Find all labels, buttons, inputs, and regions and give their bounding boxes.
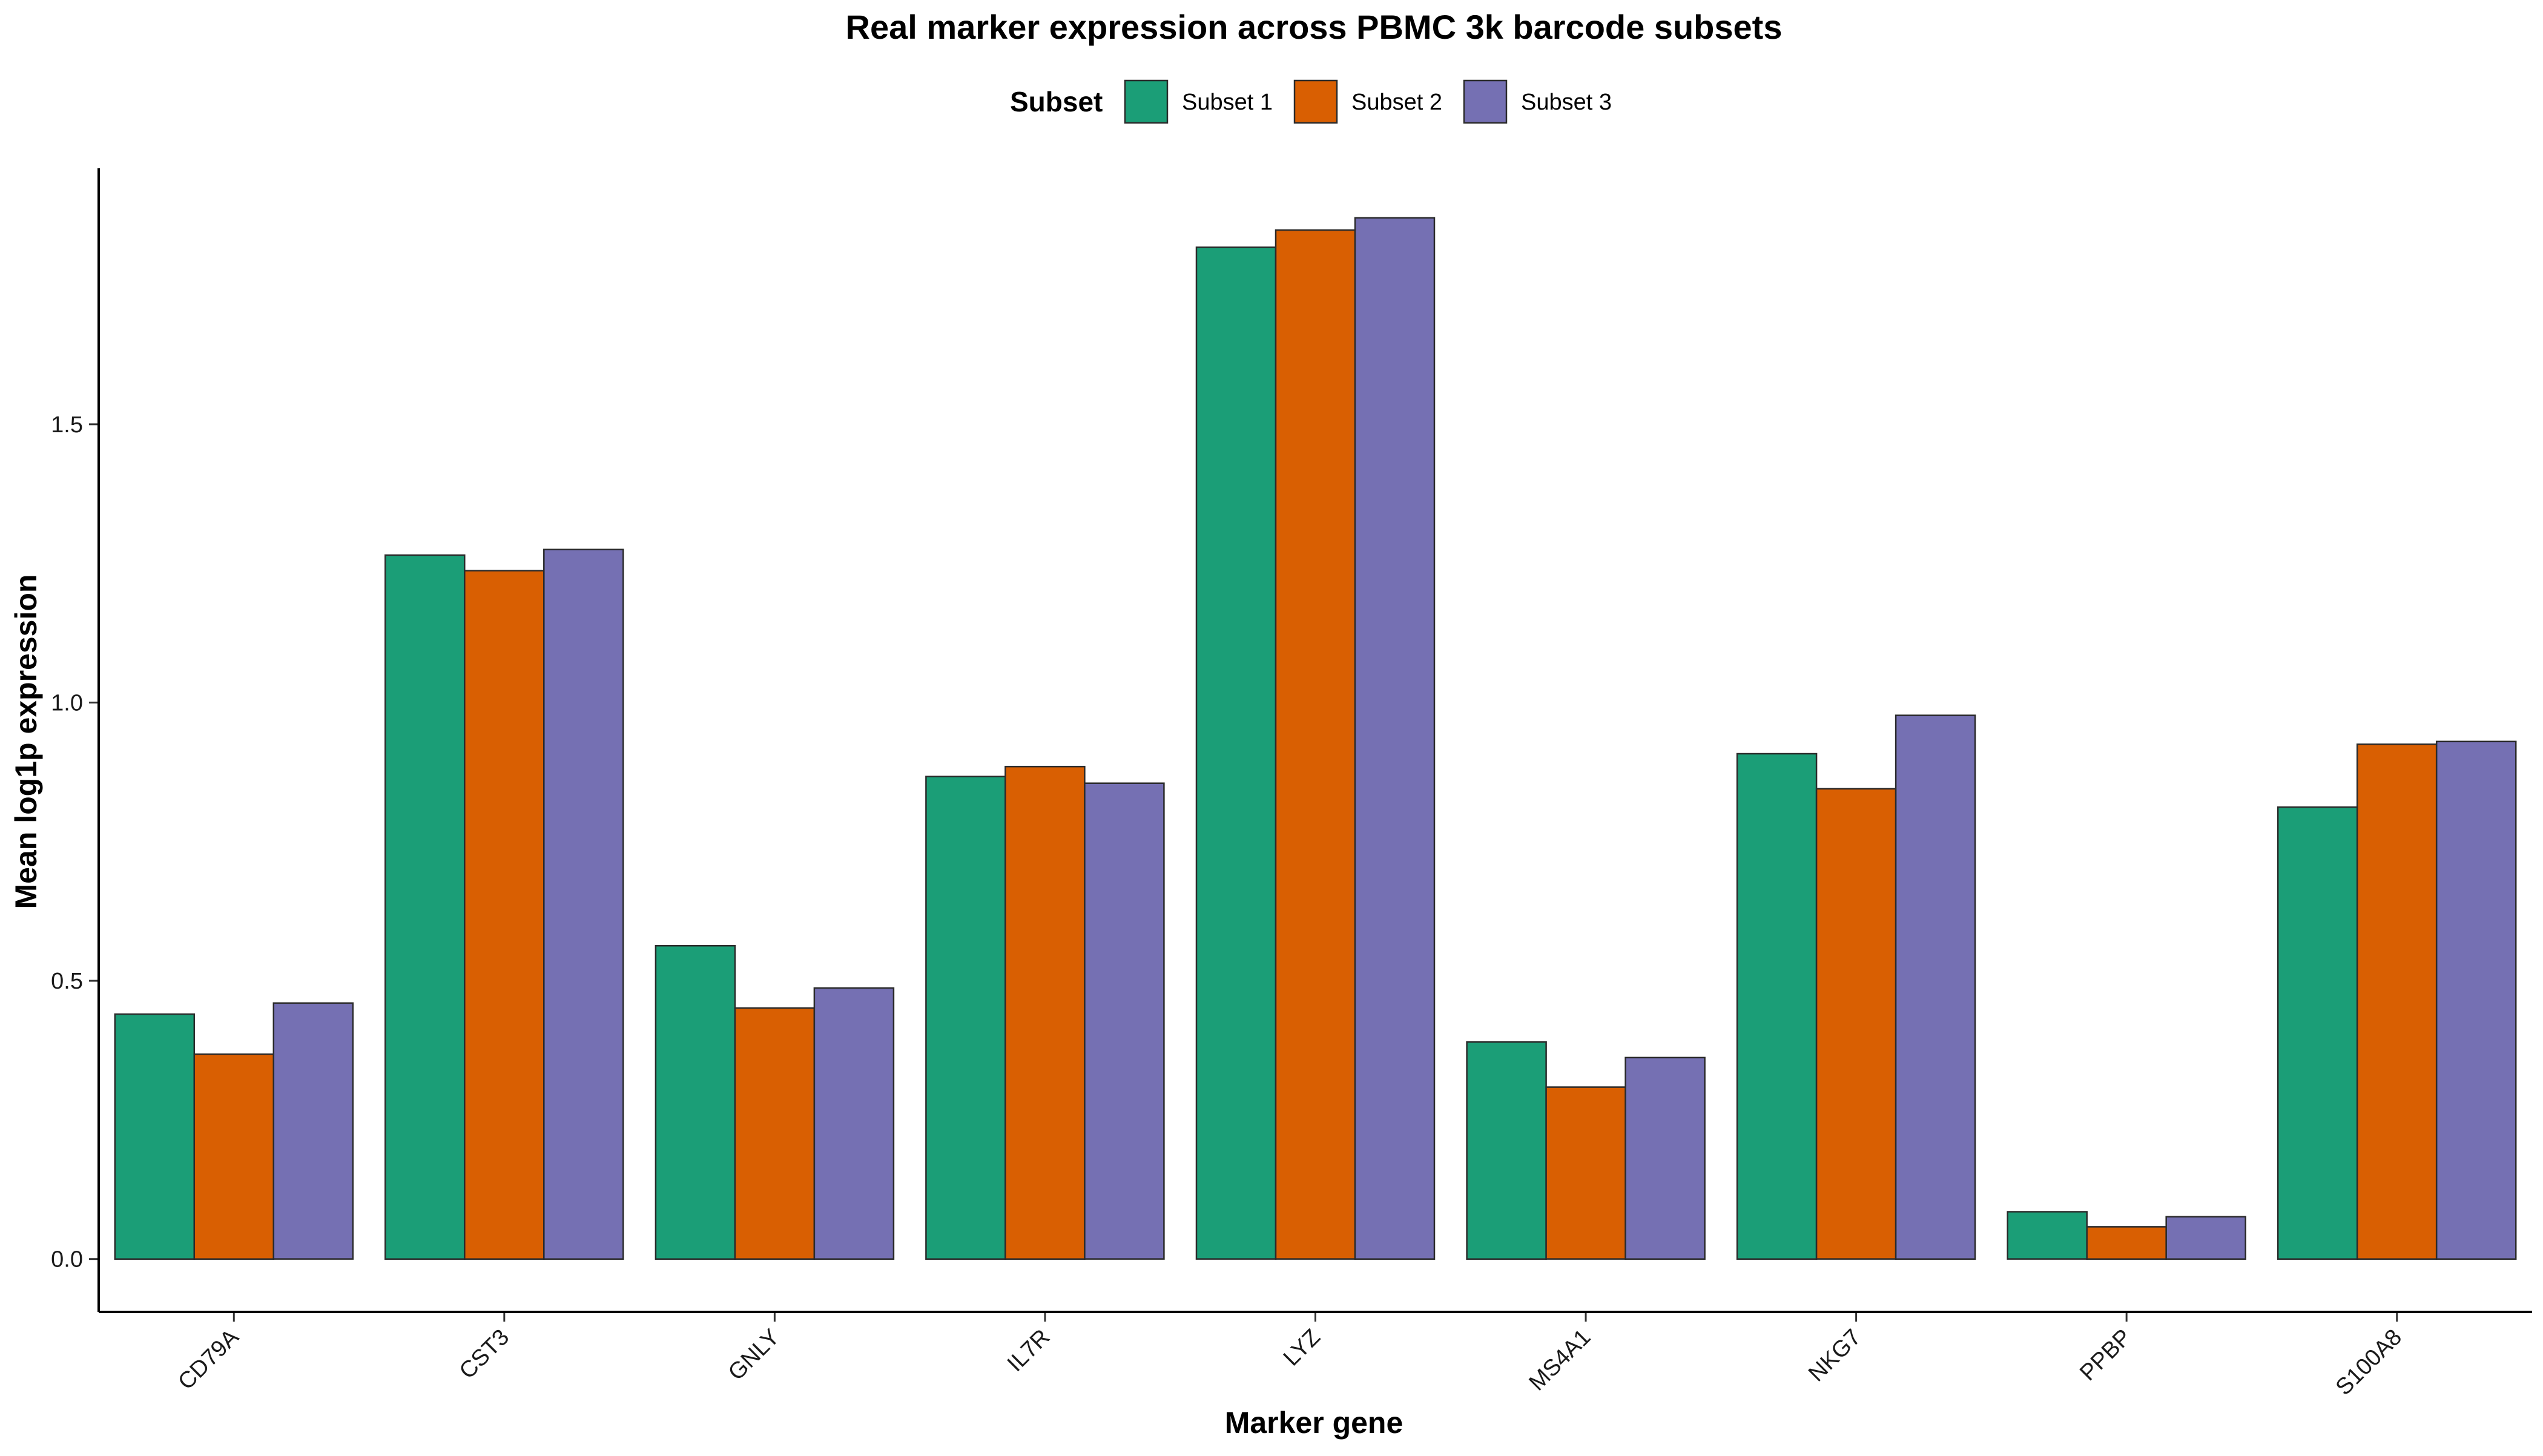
- bar-cst3-subset-2: [464, 570, 545, 1260]
- legend-label-subset-2: Subset 2: [1351, 90, 1442, 115]
- bar-cd79a-subset-2: [193, 1053, 275, 1260]
- y-axis-title: Mean log1p expression: [9, 575, 43, 909]
- bar-lyz-subset-1: [1195, 246, 1277, 1260]
- bar-nkg7-subset-1: [1736, 753, 1818, 1260]
- legend-label-subset-1: Subset 1: [1182, 90, 1273, 115]
- plot-area: CD79A CST3 GNLY IL7R LYZ MS4A1 NKG7 PPBP S100A8 0…: [51, 168, 2532, 1400]
- bar-cd79a-subset-3: [272, 1002, 354, 1260]
- bar-il7r-subset-1: [925, 776, 1006, 1260]
- bar-s100a8-subset-3: [2435, 740, 2517, 1260]
- x-tick-label-ms4a1: MS4A1: [1525, 1325, 1596, 1396]
- y-tick-label-3: 1.5: [51, 412, 83, 438]
- x-tick-label-s100a8: S100A8: [2331, 1325, 2407, 1400]
- bar-ppbp-subset-3: [2165, 1216, 2246, 1260]
- bar-ms4a1-subset-3: [1624, 1056, 1706, 1260]
- x-tick-label-ppbp: PPBP: [2075, 1325, 2136, 1386]
- bar-gnly-subset-3: [813, 987, 895, 1260]
- legend-key-subset-3: [1463, 79, 1508, 124]
- bar-cst3-subset-3: [543, 548, 624, 1260]
- bar-ms4a1-subset-2: [1545, 1086, 1626, 1260]
- bar-cd79a-subset-1: [114, 1013, 196, 1260]
- x-tick-label-cd79a: CD79A: [173, 1324, 244, 1395]
- bar-cst3-subset-1: [384, 554, 466, 1260]
- x-tick-label-cst3: CST3: [455, 1325, 514, 1384]
- bar-s100a8-subset-2: [2356, 743, 2438, 1260]
- bar-il7r-subset-3: [1084, 782, 1165, 1260]
- y-tick-label-1: 0.5: [51, 969, 83, 994]
- bar-il7r-subset-2: [1004, 765, 1086, 1260]
- legend: Subset Subset 1 Subset 2 Subset 3: [1010, 79, 1612, 124]
- x-tick-label-nkg7: NKG7: [1804, 1325, 1866, 1387]
- chart-title: Real marker expression across PBMC 3k ba…: [846, 8, 1783, 46]
- bar-nkg7-subset-3: [1895, 714, 1976, 1260]
- x-tick-label-gnly: GNLY: [724, 1325, 785, 1386]
- x-tick-label-il7r: IL7R: [1003, 1325, 1055, 1377]
- bar-gnly-subset-2: [734, 1007, 816, 1260]
- x-tick-label-lyz: LYZ: [1279, 1325, 1325, 1371]
- y-tick-label-0: 0.0: [51, 1247, 83, 1273]
- legend-label-subset-3: Subset 3: [1521, 90, 1612, 115]
- bar-ppbp-subset-1: [2007, 1211, 2088, 1260]
- y-tick-label-2: 1.0: [51, 690, 83, 716]
- bar-s100a8-subset-1: [2277, 806, 2358, 1260]
- legend-key-subset-1: [1124, 79, 1169, 124]
- x-axis-title: Marker gene: [1225, 1406, 1403, 1440]
- bar-lyz-subset-2: [1275, 229, 1356, 1260]
- bar-gnly-subset-1: [655, 944, 736, 1260]
- bar-ms4a1-subset-1: [1466, 1041, 1547, 1260]
- bar-lyz-subset-3: [1354, 217, 1436, 1260]
- legend-key-subset-2: [1293, 79, 1338, 124]
- bar-ppbp-subset-2: [2086, 1226, 2167, 1260]
- bar-nkg7-subset-2: [1815, 788, 1897, 1260]
- legend-title: Subset: [1010, 86, 1103, 117]
